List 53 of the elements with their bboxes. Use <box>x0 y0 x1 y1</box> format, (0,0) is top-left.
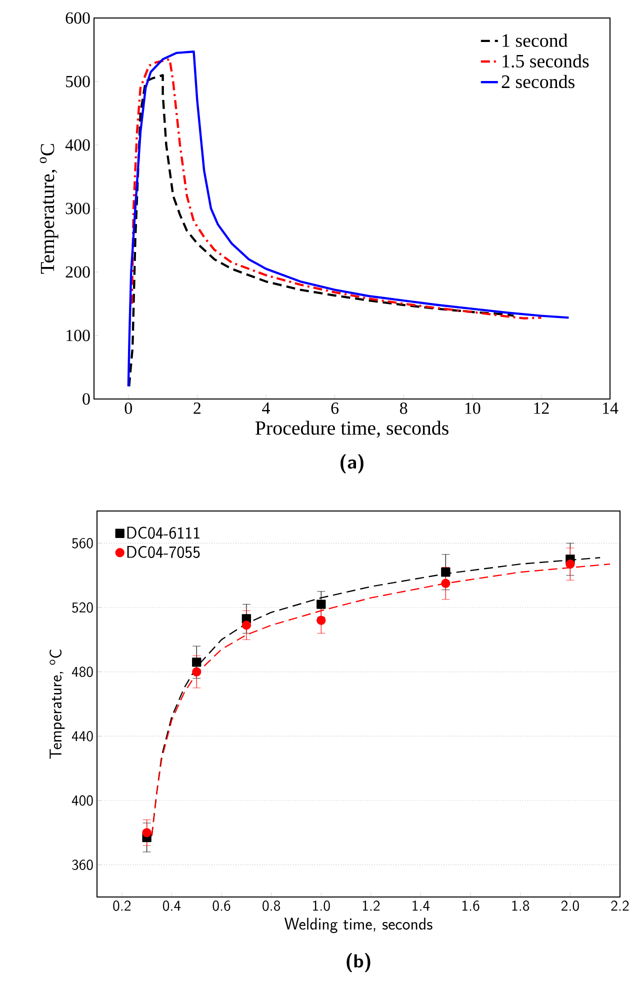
y-tick-label: 360 <box>72 860 93 870</box>
x-tick-label: 2.0 <box>561 900 579 911</box>
text: (b) <box>346 953 370 972</box>
y-tick-label: 500 <box>66 76 90 88</box>
legend-label: DC04-7055 <box>127 546 200 558</box>
y-tick-label: 400 <box>72 795 93 806</box>
x-tick-label: 1.4 <box>412 900 430 911</box>
y-tick-label: 480 <box>72 666 93 678</box>
x-axis-title: Welding time, seconds <box>284 918 432 933</box>
point <box>192 658 202 667</box>
x-tick-label: 14 <box>603 402 618 414</box>
y-axis-title: Temperature, $^{o}$C <box>40 144 58 274</box>
x-tick-label: 1.6 <box>462 900 480 911</box>
point <box>316 600 326 609</box>
x-tick-label: 0.8 <box>262 900 280 911</box>
y-tick-label: 200 <box>66 266 90 278</box>
x-tick-label: 4 <box>262 402 270 414</box>
x-tick-label: 1.0 <box>313 900 330 911</box>
y-tick-label: 0 <box>82 393 90 405</box>
point <box>192 667 202 676</box>
point <box>316 616 326 625</box>
x-tick-label: 0.2 <box>113 900 131 911</box>
y-tick-label: 520 <box>72 602 93 613</box>
legend-label: DC04-6111 <box>127 526 200 539</box>
y-tick-label: 600 <box>66 12 90 24</box>
x-tick-label: 12 <box>534 402 549 414</box>
point <box>566 559 575 569</box>
x-tick-label: 0 <box>124 402 132 414</box>
x-tick-label: 1.8 <box>512 900 530 911</box>
y-tick-label: 300 <box>66 202 90 214</box>
x-tick-label: 10 <box>465 402 480 414</box>
x-axis-title: Procedure time, seconds <box>255 420 448 438</box>
point <box>441 568 450 577</box>
x-tick-label: 8 <box>400 402 408 414</box>
legend-label: 1.5 seconds <box>502 54 589 68</box>
x-tick-label: 1.2 <box>362 900 380 911</box>
text: (a) <box>340 454 364 474</box>
y-axis-title: Temperature, $^{o}$C <box>50 650 65 759</box>
point <box>441 578 450 588</box>
y-tick-label: 440 <box>72 730 93 742</box>
y-tick-label: 100 <box>66 330 90 342</box>
line-series <box>128 74 515 388</box>
x-tick-label: 2 <box>194 402 200 414</box>
legend-label: 1 second <box>502 34 568 47</box>
x-tick-label: 0.4 <box>162 900 181 911</box>
y-tick-label: 560 <box>72 538 93 548</box>
x-tick-label: 6 <box>331 402 339 414</box>
x-tick-label: 0.6 <box>212 900 230 911</box>
x-tick-label: 2.2 <box>611 900 629 911</box>
point <box>242 620 252 630</box>
point <box>142 828 152 838</box>
y-tick-label: 400 <box>65 139 90 151</box>
legend-label: 2 seconds <box>502 74 574 88</box>
